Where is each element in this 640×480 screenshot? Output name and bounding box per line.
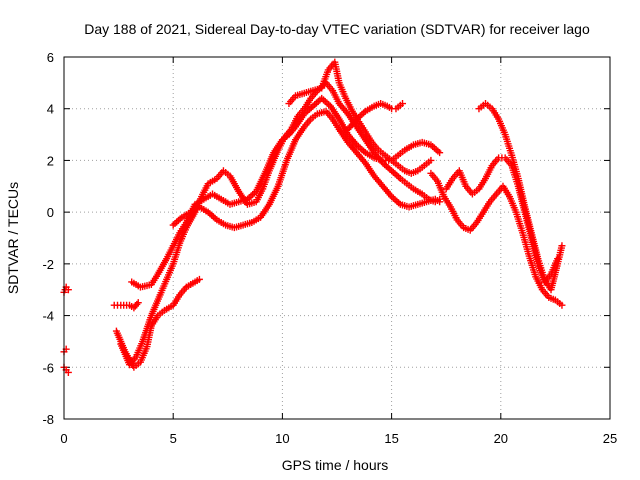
data-point-trace-7 <box>436 149 444 157</box>
data-point-trace-1 <box>64 286 72 294</box>
data-point-trace-13 <box>558 242 566 250</box>
data-point-trace-9 <box>427 156 435 164</box>
y-tick-label: 0 <box>47 205 54 220</box>
data-point-trace-5 <box>195 275 203 283</box>
x-tick-labels: 0 5 10 15 20 25 <box>60 431 617 446</box>
plot-frame <box>63 56 611 420</box>
y-tick-label: 2 <box>47 153 54 168</box>
y-axis-label: SDTVAR / TECUs <box>5 182 21 294</box>
data-point-trace-2 <box>64 368 72 376</box>
y-tick-label: -4 <box>42 309 54 324</box>
x-tick-label: 10 <box>275 431 289 446</box>
x-tick-label: 25 <box>603 431 617 446</box>
data-point-trace-8 <box>436 198 444 206</box>
y-tick-label: 6 <box>47 50 54 65</box>
data-point-trace-10 <box>399 100 407 108</box>
chart-title: Day 188 of 2021, Sidereal Day-to-day VTE… <box>84 21 590 37</box>
data-point-trace-4 <box>134 299 142 307</box>
y-tick-label: -2 <box>42 257 54 272</box>
y-tick-label: -8 <box>42 412 54 427</box>
y-tick-label: -6 <box>42 360 54 375</box>
x-axis-label: GPS time / hours <box>282 457 389 473</box>
x-tick-label: 5 <box>170 431 177 446</box>
data-point-trace-11 <box>558 301 566 309</box>
y-tick-label: 4 <box>47 102 54 117</box>
data-points <box>60 58 566 376</box>
x-tick-label: 15 <box>384 431 398 446</box>
x-tick-label: 20 <box>494 431 508 446</box>
y-tick-labels: -8 -6 -4 -2 0 2 4 6 <box>42 50 54 427</box>
x-tick-label: 0 <box>60 431 67 446</box>
